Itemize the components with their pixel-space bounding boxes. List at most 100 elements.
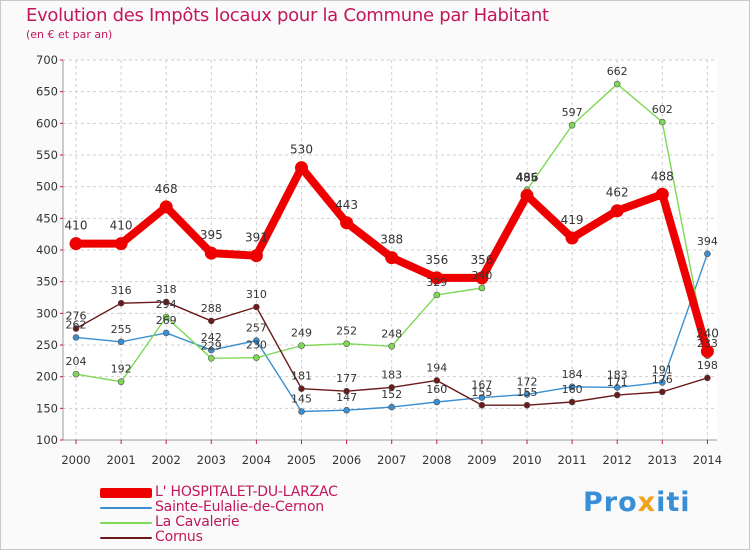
x-tick-label: 2009: [467, 453, 496, 467]
logo-part-2: x: [637, 487, 657, 518]
data-point: [478, 284, 486, 292]
y-tick-label: 650: [36, 85, 58, 99]
data-point: [433, 398, 441, 406]
data-label: 194: [426, 361, 447, 374]
data-label: 230: [246, 339, 267, 352]
data-label: 443: [335, 198, 358, 212]
data-point: [343, 340, 350, 348]
x-tick-label: 2014: [693, 453, 722, 467]
data-label: 395: [200, 228, 223, 242]
data-point: [478, 394, 486, 401]
data-label: 160: [426, 383, 447, 396]
data-label: 602: [652, 103, 673, 116]
y-tick-label: 150: [36, 401, 58, 415]
data-label: 276: [66, 310, 87, 323]
data-label: 340: [471, 269, 492, 282]
data-point: [208, 346, 215, 354]
x-tick-label: 2002: [152, 453, 181, 467]
data-label: 183: [607, 368, 628, 381]
data-label: 184: [562, 368, 583, 381]
data-label: 394: [697, 235, 718, 248]
data-label: 356: [425, 253, 448, 267]
x-tick-label: 2008: [422, 453, 451, 467]
x-tick-label: 2012: [603, 453, 632, 467]
y-tick-label: 300: [36, 306, 58, 320]
legend-swatch: [100, 522, 152, 524]
y-tick-label: 350: [36, 275, 58, 289]
x-tick-label: 2003: [197, 453, 226, 467]
data-point: [704, 250, 711, 258]
data-point: [475, 271, 489, 285]
data-label: 488: [651, 169, 674, 183]
data-point: [523, 401, 531, 409]
data-label: 388: [380, 233, 403, 247]
x-tick-label: 2001: [106, 453, 135, 467]
logo-part-1: Pro: [583, 487, 638, 518]
data-label: 262: [66, 318, 87, 331]
data-label: 269: [156, 314, 177, 327]
data-label: 229: [201, 339, 222, 352]
data-label: 167: [471, 379, 492, 392]
data-label: 191: [652, 363, 673, 376]
data-point: [613, 80, 621, 88]
data-label: 662: [607, 65, 628, 78]
y-tick-label: 450: [36, 211, 58, 225]
data-label: 486: [516, 171, 539, 185]
data-point: [117, 299, 125, 307]
y-tick-label: 600: [36, 116, 58, 130]
data-point: [520, 189, 534, 203]
data-label: 257: [246, 322, 267, 335]
data-point: [568, 121, 576, 129]
data-point: [655, 187, 669, 201]
data-label: 318: [156, 283, 177, 296]
x-tick-label: 2005: [287, 453, 316, 467]
data-label: 419: [561, 213, 584, 227]
y-tick-label: 400: [36, 243, 58, 257]
y-tick-label: 500: [36, 180, 58, 194]
data-point: [388, 342, 396, 350]
data-point: [159, 200, 173, 214]
data-label: 248: [381, 327, 402, 340]
legend-swatch: [100, 537, 152, 539]
y-tick-label: 550: [36, 148, 58, 162]
data-point: [343, 406, 350, 414]
data-point: [72, 325, 80, 332]
data-point: [253, 337, 260, 344]
data-point: [117, 338, 125, 346]
data-label: 160: [562, 383, 583, 396]
data-point: [208, 317, 215, 325]
data-point: [162, 329, 170, 337]
proxiti-logo: Proxiti: [583, 487, 691, 518]
logo-part-3: iti: [656, 487, 691, 518]
data-label: 155: [471, 386, 492, 399]
data-point: [298, 385, 305, 393]
data-label: 310: [246, 288, 267, 301]
data-label: 177: [336, 372, 357, 385]
x-tick-label: 2004: [242, 453, 271, 467]
data-point: [162, 313, 170, 321]
data-point: [72, 334, 80, 341]
data-point: [704, 374, 711, 382]
x-tick-label: 2006: [332, 453, 361, 467]
data-point: [610, 204, 624, 218]
data-point: [208, 354, 215, 362]
data-point: [69, 237, 83, 251]
data-label: 233: [697, 337, 718, 350]
legend-label: La Cavalerie: [155, 514, 240, 530]
data-label: 181: [291, 370, 312, 383]
legend-label: Sainte-Eulalie-de-Cernon: [155, 499, 324, 515]
x-tick-label: 2000: [61, 453, 90, 467]
data-point: [117, 378, 125, 386]
data-label: 294: [156, 298, 177, 311]
y-tick-label: 250: [36, 338, 58, 352]
data-label: 391: [245, 231, 268, 245]
data-point: [388, 384, 396, 391]
x-tick-label: 2010: [512, 453, 541, 467]
data-point: [253, 303, 260, 311]
data-point: [204, 246, 218, 260]
data-label: 530: [290, 143, 313, 157]
data-label: 171: [607, 376, 628, 389]
data-point: [613, 384, 621, 391]
chart-title: Evolution des Impôts locaux pour la Comm…: [26, 5, 549, 26]
